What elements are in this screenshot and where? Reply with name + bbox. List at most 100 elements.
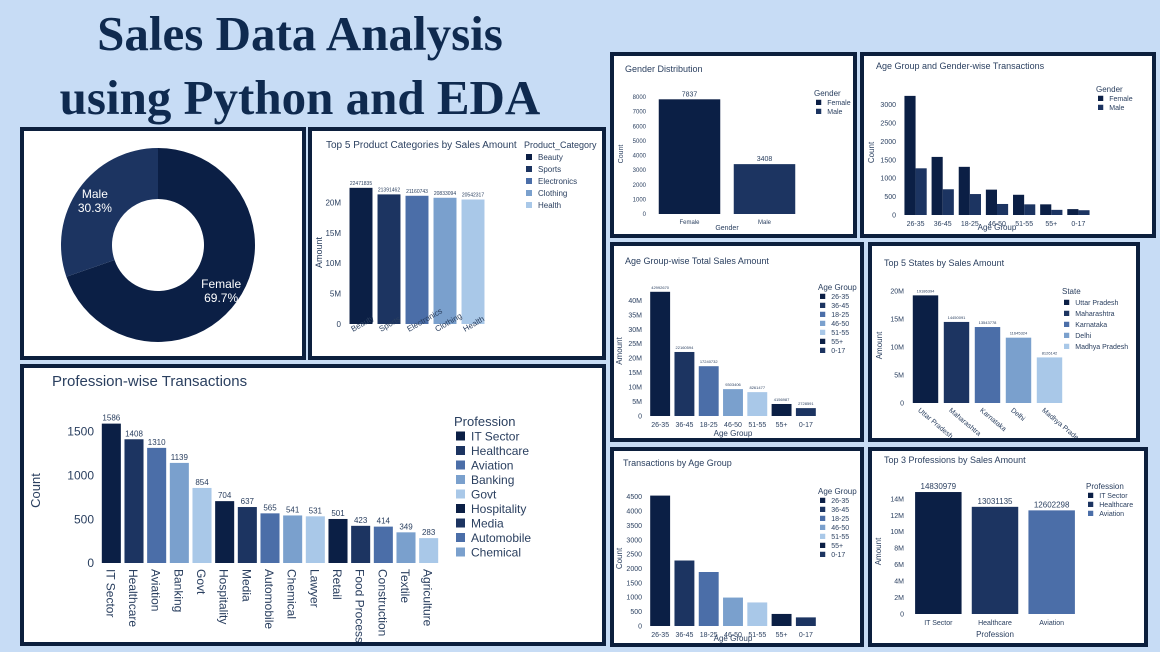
agesales-ytick: 10M	[628, 385, 642, 392]
top3prof-value-label: 12602298	[1034, 500, 1070, 509]
agesales-legend-item: 51-55	[831, 330, 849, 337]
agesales-legend-swatch	[820, 320, 826, 326]
agesales-value-label: 4156987	[774, 397, 790, 402]
agegender-ylabel: Count	[867, 141, 876, 163]
states-legend-swatch	[1064, 310, 1070, 316]
agesales-bar-0-17	[795, 408, 816, 416]
top5cat-ytick: 10M	[325, 259, 341, 268]
profession-xtick: Agriculture	[421, 569, 435, 627]
agegender-ytick: 3000	[880, 102, 896, 109]
profession-ylabel: Count	[28, 473, 43, 508]
profession-bar-aviation	[147, 447, 167, 563]
agegender-xtick: 46-50	[988, 221, 1006, 228]
agetxn-legend-item: 55+	[831, 543, 843, 550]
profession-ytick: 1000	[67, 468, 94, 482]
profession-bar-agriculture	[419, 538, 439, 563]
profession-legend-title: Profession	[454, 414, 515, 429]
profession-title: Profession-wise Transactions	[52, 373, 247, 390]
gender-legend-swatch	[816, 99, 822, 105]
states-legend-item: Delhi	[1075, 333, 1091, 340]
agesales-legend-swatch	[820, 338, 826, 344]
states-bar-madhya-pradesh	[1036, 357, 1063, 403]
gender-bar-female	[658, 99, 721, 214]
profession-bar-retail	[328, 518, 348, 563]
top5cat-bar-electronics	[405, 195, 429, 324]
top3prof-ytick: 6M	[894, 562, 904, 569]
agegender-bar-male-26-35	[915, 168, 927, 215]
profession-value-label: 414	[377, 517, 391, 526]
top3prof-xtick: Aviation	[1039, 620, 1064, 627]
agesales-ytick: 35M	[628, 312, 642, 319]
top3prof-legend-item: Aviation	[1099, 511, 1124, 518]
top5cat-bar-health	[461, 199, 485, 324]
gender-legend-swatch	[816, 108, 822, 114]
profession-value-label: 423	[354, 516, 368, 525]
states-legend-swatch	[1064, 343, 1070, 349]
agetxn-legend-swatch	[820, 533, 826, 539]
profession-xtick: Healthcare	[126, 569, 140, 627]
agetxn-legend-item: 18-25	[831, 516, 849, 523]
top3prof-legend-title: Profession	[1086, 482, 1124, 491]
agesales-ytick: 30M	[628, 327, 642, 334]
gender-distribution-panel: Gender Distribution 0 1000 2000 3000 4000 5000…	[610, 52, 857, 238]
profession-panel: Profession-wise Transactions 0 500 1000 1500…	[20, 364, 606, 646]
profession-legend-swatch	[456, 475, 465, 484]
agegender-ytick: 2000	[880, 139, 896, 146]
states-value-label: 19186394	[917, 288, 936, 293]
profession-bar-textile	[396, 532, 416, 563]
agesales-xtick: 36-45	[675, 422, 693, 429]
agesales-legend-item: 0-17	[831, 348, 845, 355]
agesales-xtick: 55+	[776, 422, 788, 429]
agegender-xtick: 36-45	[934, 221, 952, 228]
top3prof-bar-aviation	[1028, 510, 1075, 614]
profession-value-label: 637	[241, 497, 255, 506]
agesales-chart: Age Group-wise Total Sales Amount 0 5M 10M 1…	[615, 256, 857, 438]
top3prof-xlabel: Profession	[976, 630, 1014, 639]
agetxn-legend-swatch	[820, 542, 826, 548]
profession-ytick: 0	[87, 556, 94, 570]
agesales-ytick: 40M	[628, 298, 642, 305]
states-legend-item: Uttar Pradesh	[1075, 300, 1118, 307]
agegender-bar-male-51-55	[1024, 204, 1036, 215]
agegender-bar-female-46-50	[985, 189, 997, 215]
agesales-legend-item: 18-25	[831, 312, 849, 319]
top3prof-bar-healthcare	[971, 506, 1019, 614]
agesales-legend-swatch	[820, 311, 826, 317]
profession-legend-swatch	[456, 460, 465, 470]
agetxn-legend-item: 26-35	[831, 498, 849, 505]
agetxn-xtick: 18-25	[700, 632, 718, 639]
agegender-legend-swatch	[1098, 104, 1104, 110]
agesales-legend-item: 55+	[831, 339, 843, 346]
agetxn-ytick: 2500	[626, 552, 642, 559]
top5cat-legend-item: Sports	[538, 165, 561, 174]
profession-legend-swatch	[456, 489, 465, 499]
agesales-legend-item: 36-45	[831, 303, 849, 310]
states-legend-title: State	[1062, 287, 1081, 296]
profession-bar-healthcare	[124, 439, 144, 563]
states-ytick: 5M	[894, 372, 904, 379]
agesales-xtick: 51-55	[748, 422, 766, 429]
agesales-legend-swatch	[820, 329, 826, 335]
pie-label-male: Male	[82, 187, 108, 201]
top5cat-value-label: 20833094	[434, 191, 456, 197]
top3prof-ytick: 0	[900, 611, 904, 618]
profession-xtick: IT Sector	[103, 569, 117, 617]
top5cat-ylabel: Amount	[314, 236, 324, 268]
agetxn-ytick: 3000	[626, 537, 642, 544]
agegender-bar-female-36-45	[931, 156, 943, 215]
profession-value-label: 1310	[148, 438, 166, 447]
top5cat-value-label: 20542317	[462, 193, 484, 199]
gender-ytick: 6000	[633, 124, 647, 130]
profession-ytick: 500	[74, 512, 94, 526]
profession-bar-media	[237, 507, 257, 563]
agetxn-xtick: 46-50	[724, 632, 742, 639]
agetxn-xlabel: Age Group	[714, 634, 753, 643]
agegender-legend-item: Male	[1109, 105, 1124, 112]
agetxn-chart: Transactions by Age Group 0 500 1000 1500 200…	[615, 458, 857, 643]
states-chart: Top 5 States by Sales Amount 0 5M 10M 15M 20M…	[875, 258, 1128, 438]
gender-ytick: 2000	[633, 183, 647, 189]
age-sales-panel: Age Group-wise Total Sales Amount 0 5M 10M 1…	[610, 242, 864, 442]
gender-pie-panel: Female 69.7% Male 30.3%	[20, 127, 306, 360]
gender-value-label: 7837	[682, 91, 698, 98]
agegender-bar-female-18-25	[958, 166, 970, 215]
